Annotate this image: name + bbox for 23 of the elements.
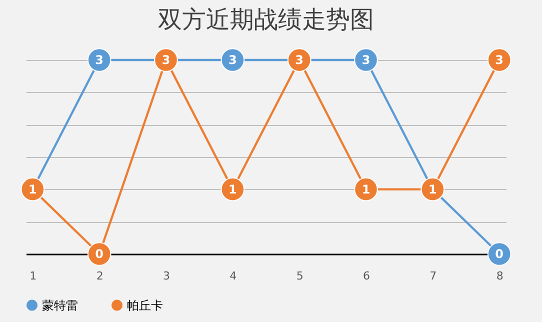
chart-title: 双方近期战绩走势图: [158, 6, 374, 34]
data-label: 3: [362, 53, 370, 67]
legend-label: 蒙特雷: [42, 298, 78, 312]
data-label: 1: [28, 182, 37, 196]
data-label: 3: [495, 53, 504, 67]
data-label: 0: [495, 247, 504, 261]
data-label: 0: [95, 247, 104, 261]
data-label: 1: [428, 182, 437, 196]
data-label: 3: [162, 53, 170, 67]
x-tick-label: 5: [296, 270, 304, 282]
legend-label: 帕丘卡: [127, 298, 163, 312]
x-tick-label: 4: [230, 270, 237, 282]
data-label: 1: [362, 182, 370, 196]
x-tick-label: 3: [163, 270, 170, 282]
data-label: 3: [95, 53, 104, 67]
x-tick-label: 6: [363, 270, 370, 282]
x-tick-label: 2: [96, 270, 104, 282]
data-label: 3: [228, 53, 237, 67]
x-tick-label: 7: [430, 270, 437, 282]
x-tick-label: 1: [30, 270, 37, 282]
x-tick-label: 8: [496, 270, 504, 282]
data-label: 3: [295, 53, 304, 67]
data-label: 1: [228, 182, 237, 196]
